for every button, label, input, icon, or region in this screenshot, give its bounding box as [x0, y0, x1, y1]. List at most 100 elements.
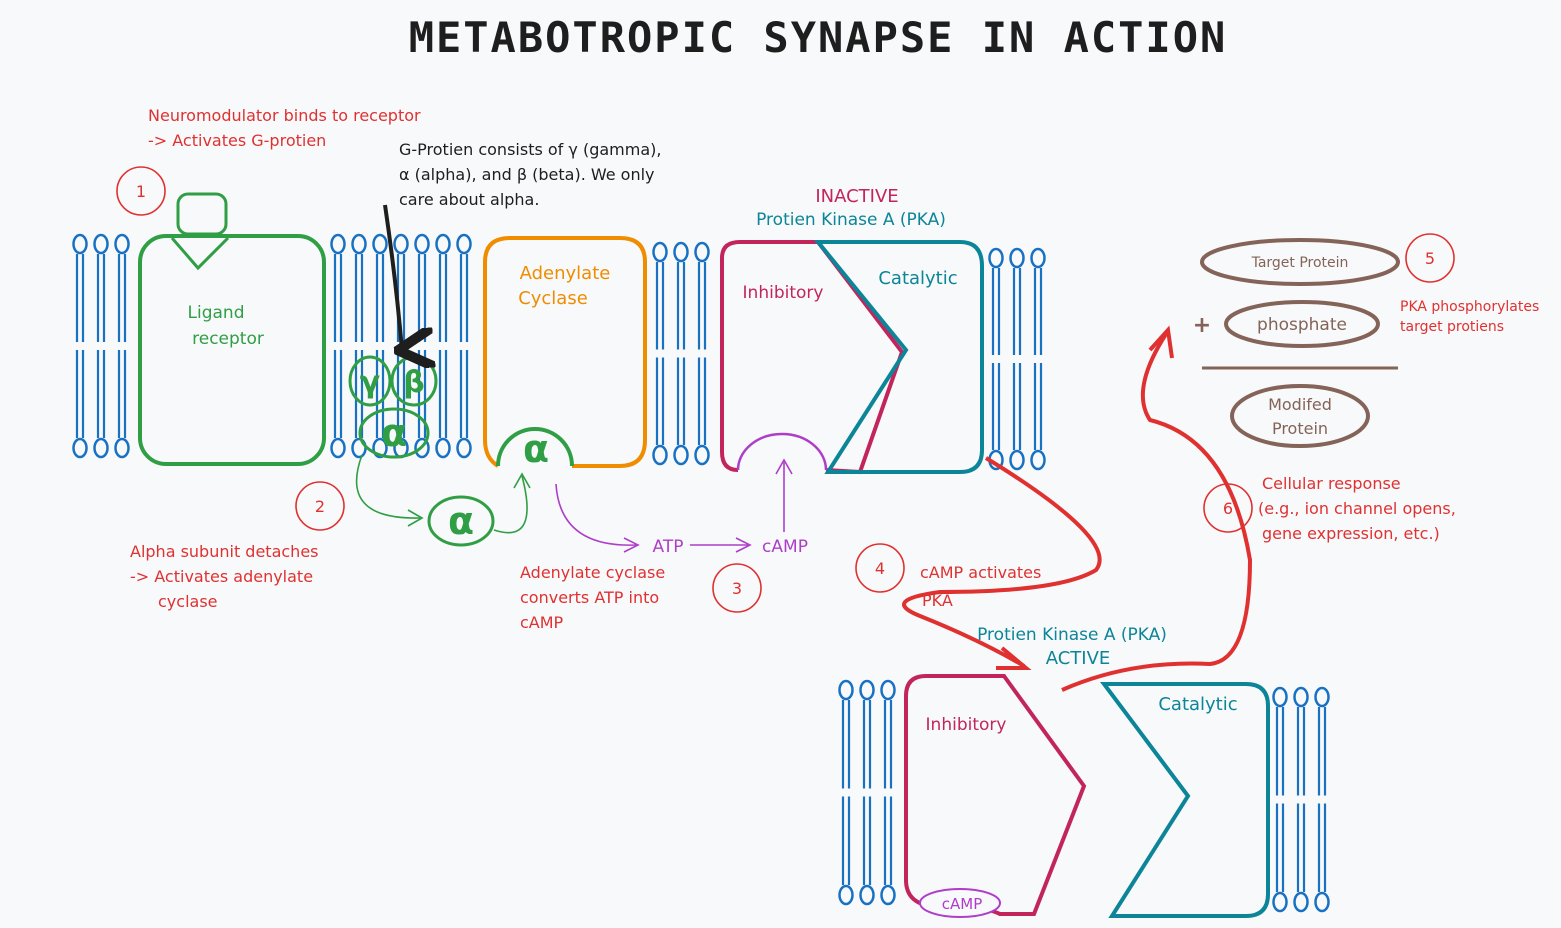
step6-note-2: (e.g., ion channel opens, — [1258, 499, 1456, 518]
detached-alpha-symbol: α — [448, 499, 474, 543]
step1-note-1: Neuromodulator binds to receptor — [148, 106, 421, 125]
bound-camp — [919, 888, 1001, 918]
phospholipid — [1009, 247, 1025, 471]
phospholipid — [435, 233, 451, 459]
alpha-activate-arrow — [493, 475, 528, 534]
phospholipid — [673, 241, 689, 466]
phospholipid — [1272, 686, 1288, 913]
lipid-head — [330, 437, 346, 459]
lipid-head — [673, 444, 689, 466]
gprotein-note-2: α (alpha), and β (beta). We only — [399, 165, 655, 184]
alpha-detach-arrow — [355, 454, 421, 519]
phosphorylation-reaction: Target Protein + phosphate Modifed Prote… — [1193, 238, 1400, 448]
step-2-number: 2 — [315, 497, 325, 516]
active-catalytic-label: Catalytic — [1158, 694, 1237, 715]
lipid-head — [114, 437, 130, 459]
lipid-head — [694, 444, 710, 466]
inhibitory-label: Inhibitory — [743, 283, 824, 303]
lipid-head — [652, 241, 668, 263]
bound-alpha-symbol: α — [523, 427, 549, 471]
lipid-head — [859, 884, 875, 906]
ligand-label-1: Ligand — [188, 303, 245, 323]
pka-inactive: Inhibitory Catalytic — [720, 240, 984, 475]
step3-note-3: cAMP — [520, 613, 564, 632]
step3-note-2: converts ATP into — [520, 588, 659, 607]
inhibitory-subunit — [720, 240, 905, 475]
page-title: METABOTROPIC SYNAPSE IN ACTION — [409, 13, 1228, 62]
lipid-head — [1030, 247, 1046, 269]
cell-membrane — [72, 233, 1330, 913]
step-3-number: 3 — [732, 579, 742, 598]
phosphate — [1224, 300, 1380, 348]
phospholipid — [988, 247, 1004, 471]
adenylate-cyclase: α Adenylate Cyclase — [483, 236, 647, 471]
lipid-head — [673, 241, 689, 263]
phospholipid — [1314, 686, 1330, 913]
alpha-symbol: α — [381, 411, 407, 455]
modified-label-1: Modifed — [1268, 395, 1332, 414]
detached-alpha-subunit — [427, 495, 495, 547]
pka-inactive-title: Protien Kinase A (PKA) — [756, 210, 946, 230]
step-6-number: 6 — [1223, 499, 1233, 518]
step2-note-1: Alpha subunit detaches — [130, 542, 319, 561]
phospholipid — [838, 679, 854, 906]
adenylate-label-1: Adenylate — [520, 263, 611, 284]
gprotein-note-1: G-Protien consists of γ (gamma), — [399, 140, 661, 159]
step4-note-1: cAMP activates — [920, 563, 1041, 582]
step-2-circle — [295, 481, 345, 531]
step-5-number: 5 — [1425, 249, 1435, 268]
alpha-subunit — [358, 407, 430, 459]
pka-active: cAMP Inhibitory Catalytic — [904, 674, 1270, 918]
plus-sign: + — [1193, 313, 1211, 338]
step6-note-3: gene expression, etc.) — [1262, 524, 1440, 543]
lipid-head — [859, 679, 875, 701]
lipid-head — [1314, 686, 1330, 708]
cyclase-to-atp-arrow — [555, 483, 637, 546]
bound-alpha-subunit — [496, 427, 574, 467]
phosphate-label: phosphate — [1257, 315, 1347, 335]
step5-note-2: target protiens — [1400, 319, 1504, 335]
active-inhibitory-subunit — [904, 674, 1087, 916]
phosphorylation-arrow — [1061, 332, 1253, 692]
lipid-head — [372, 233, 388, 255]
phospholipid — [456, 233, 472, 459]
lipid-head — [988, 247, 1004, 269]
ligand-receptor: Ligand receptor — [138, 192, 326, 466]
lipid-head — [880, 884, 896, 906]
inactive-label: INACTIVE — [815, 186, 898, 207]
lipid-head — [1293, 686, 1309, 708]
phospholipid — [72, 233, 88, 459]
camp-label: cAMP — [762, 537, 808, 557]
gprotein-note-3: care about alpha. — [399, 190, 539, 209]
bound-camp-label: cAMP — [942, 895, 983, 913]
pka-activation-arrow — [902, 456, 1102, 668]
atp-to-camp-arrowhead — [735, 537, 752, 553]
lipid-head — [838, 679, 854, 701]
phospholipid — [880, 679, 896, 906]
alpha-detach-arrowhead — [407, 509, 424, 527]
lipid-head — [1272, 891, 1288, 913]
alpha-activate-arrowhead — [513, 472, 531, 489]
lipid-head — [393, 233, 409, 255]
camp-binding-site — [736, 432, 828, 471]
lipid-head — [652, 444, 668, 466]
pka-active-title: Protien Kinase A (PKA) — [977, 625, 1167, 645]
annotations: Neuromodulator binds to receptor -> Acti… — [130, 106, 1539, 632]
modified-protein — [1230, 384, 1370, 448]
camp-to-pka-arrowhead — [775, 458, 793, 475]
lipid-head — [1314, 891, 1330, 913]
lipid-head — [1030, 449, 1046, 471]
phospholipid — [330, 233, 346, 459]
step3-note-1: Adenylate cyclase — [520, 563, 665, 582]
target-protein-label: Target Protein — [1251, 255, 1349, 271]
step2-note-2: -> Activates adenylate — [130, 567, 313, 586]
lipid-head — [435, 233, 451, 255]
lipid-head — [93, 437, 109, 459]
phospholipid — [1293, 686, 1309, 913]
phospholipid — [1030, 247, 1046, 471]
step-6-circle — [1203, 483, 1253, 533]
active-label: ACTIVE — [1046, 648, 1111, 669]
beta-symbol: β — [403, 365, 424, 400]
lipid-head — [694, 241, 710, 263]
catalytic-subunit — [813, 240, 984, 474]
